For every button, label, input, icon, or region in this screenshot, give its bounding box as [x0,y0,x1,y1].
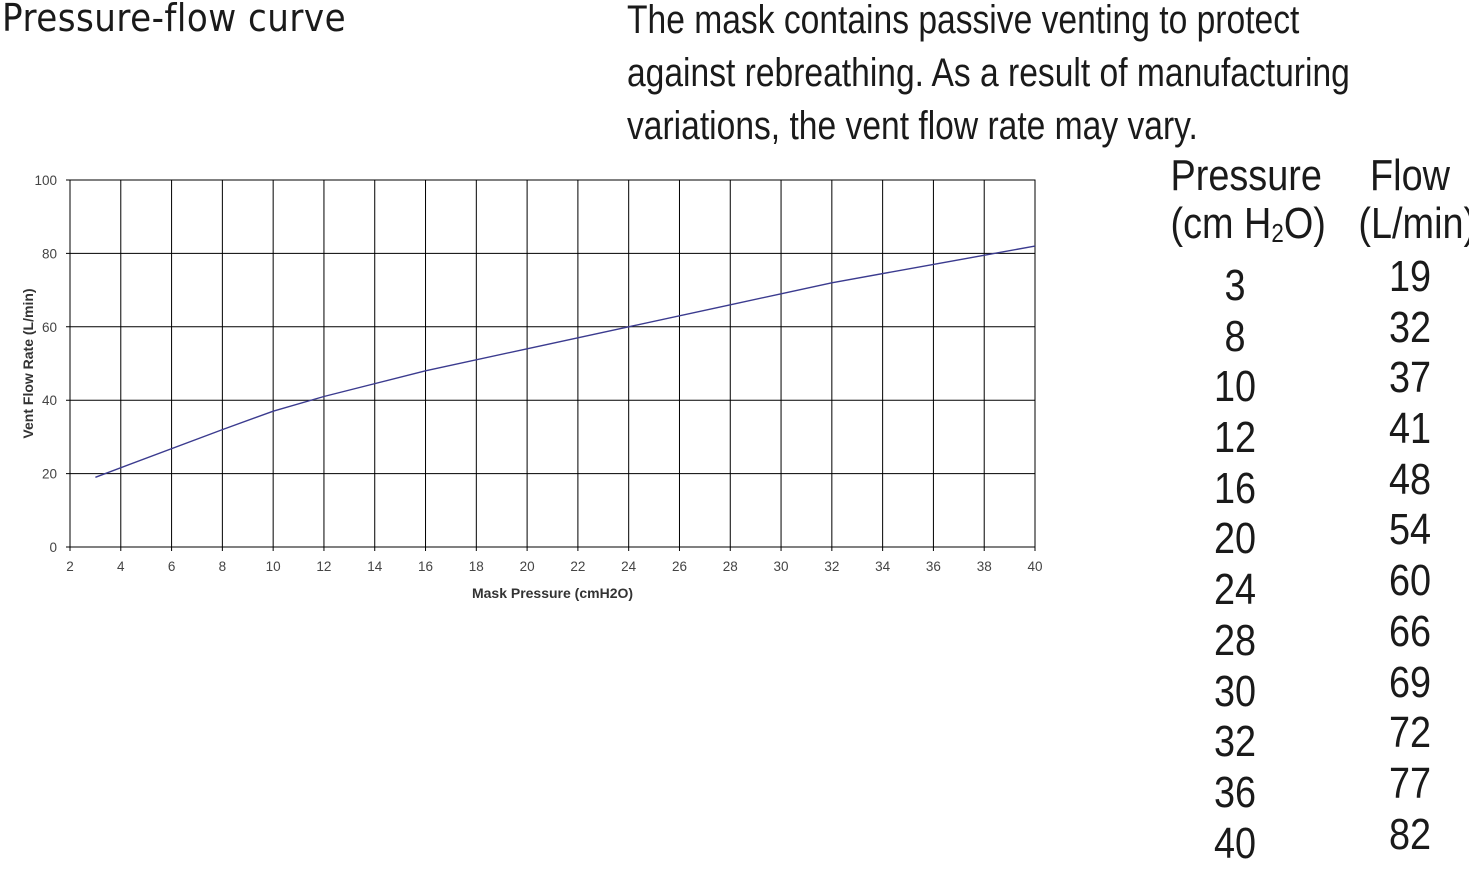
y-tick-label: 40 [42,393,57,408]
x-tick-label: 2 [66,559,74,574]
plot-frame [69,179,1036,548]
pressure-flow-chart: 2 4 6 8 10 12 14 16 18 20 22 24 26 28 30 32 34 36 38 40 020… [20,173,1043,601]
flow-value: 41 [1388,404,1432,454]
flow-values: 19 32 37 41 48 54 60 66 69 72 77 82 [1358,252,1461,860]
x-tick-label: 10 [266,559,281,574]
chart-grid [66,179,1036,551]
x-tick-label: 28 [723,559,738,574]
flow-value: 19 [1388,252,1432,301]
pressure-value: 40 [1213,818,1257,868]
x-tick-label: 18 [469,559,484,574]
flow-value: 69 [1388,657,1432,707]
pressure-value: 28 [1213,615,1257,665]
flow-value: 37 [1388,353,1432,403]
flow-value: 32 [1388,302,1432,352]
x-tick-label: 40 [1027,559,1042,574]
x-axis-title: Mask Pressure (cmH2O) [472,585,633,601]
x-tick-label: 12 [316,559,331,574]
x-tick-label: 24 [621,559,637,574]
x-tick-label: 30 [774,559,789,574]
x-tick-label: 26 [672,559,687,574]
pressure-header: Pressure [1170,151,1322,200]
flow-value: 48 [1388,454,1432,504]
pressure-value: 3 [1224,261,1246,310]
x-tick-label: 4 [117,559,125,574]
y-tick-label: 100 [34,173,57,188]
x-tick-labels: 2 4 6 8 10 12 14 16 18 20 22 24 26 28 30 32 34 36 38 40 [66,559,1042,574]
pressure-value: 10 [1213,362,1257,412]
x-tick-label: 14 [367,559,383,574]
flow-value: 82 [1388,809,1432,859]
y-tick-label: 80 [42,246,57,261]
flow-value: 54 [1388,505,1432,555]
x-tick-label: 34 [875,559,891,574]
flow-header: Flow [1370,151,1450,200]
pressure-value: 24 [1213,565,1257,615]
y-tick-label: 60 [42,320,57,335]
pressure-value: 8 [1224,311,1246,361]
flow-value: 60 [1388,556,1432,606]
flow-value: 72 [1388,708,1432,758]
description-line: The mask contains passive venting to pro… [627,0,1300,42]
x-tick-label: 20 [520,559,535,574]
y-tick-label: 0 [49,540,57,555]
flow-column: Flow (L/min) 19 32 37 41 48 54 60 66 69 72 77 82 [1350,152,1469,860]
flow-value: 77 [1388,758,1432,808]
series-line [95,245,1036,478]
pressure-values: 3 8 10 12 16 20 24 28 30 32 36 40 [1171,261,1300,869]
pressure-value: 36 [1213,767,1257,817]
y-axis-title: Vent Flow Rate (L/min) [20,288,36,438]
x-tick-label: 36 [926,559,941,574]
x-tick-label: 22 [570,559,585,574]
pressure-value: 12 [1213,413,1257,463]
pressure-value: 16 [1213,463,1257,513]
pressure-value: 20 [1213,514,1257,564]
pressure-value: 30 [1213,666,1257,716]
x-tick-label: 8 [219,559,227,574]
x-tick-label: 6 [168,559,176,574]
y-tick-labels: 0 20 40 60 80 100 [34,173,57,555]
x-tick-label: 38 [977,559,992,574]
x-tick-label: 16 [418,559,433,574]
description-line: variations, the vent flow rate may vary. [627,104,1198,148]
pressure-unit-header: (cm H2O) [1170,199,1326,249]
x-tick-label: 32 [824,559,839,574]
flow-unit-header: (L/min) [1358,199,1469,248]
page-heading: Pressure-flow curve [2,0,347,40]
description-line: against rebreathing. As a result of manu… [627,51,1350,95]
flow-value: 66 [1388,606,1432,656]
description: The mask contains passive venting to pro… [627,0,1383,153]
pressure-value: 32 [1213,717,1257,767]
pressure-column: Pressure (cm H2O) 3 8 10 12 16 20 24 28 30 32 36 40 [1160,151,1326,869]
y-tick-label: 20 [42,467,57,482]
